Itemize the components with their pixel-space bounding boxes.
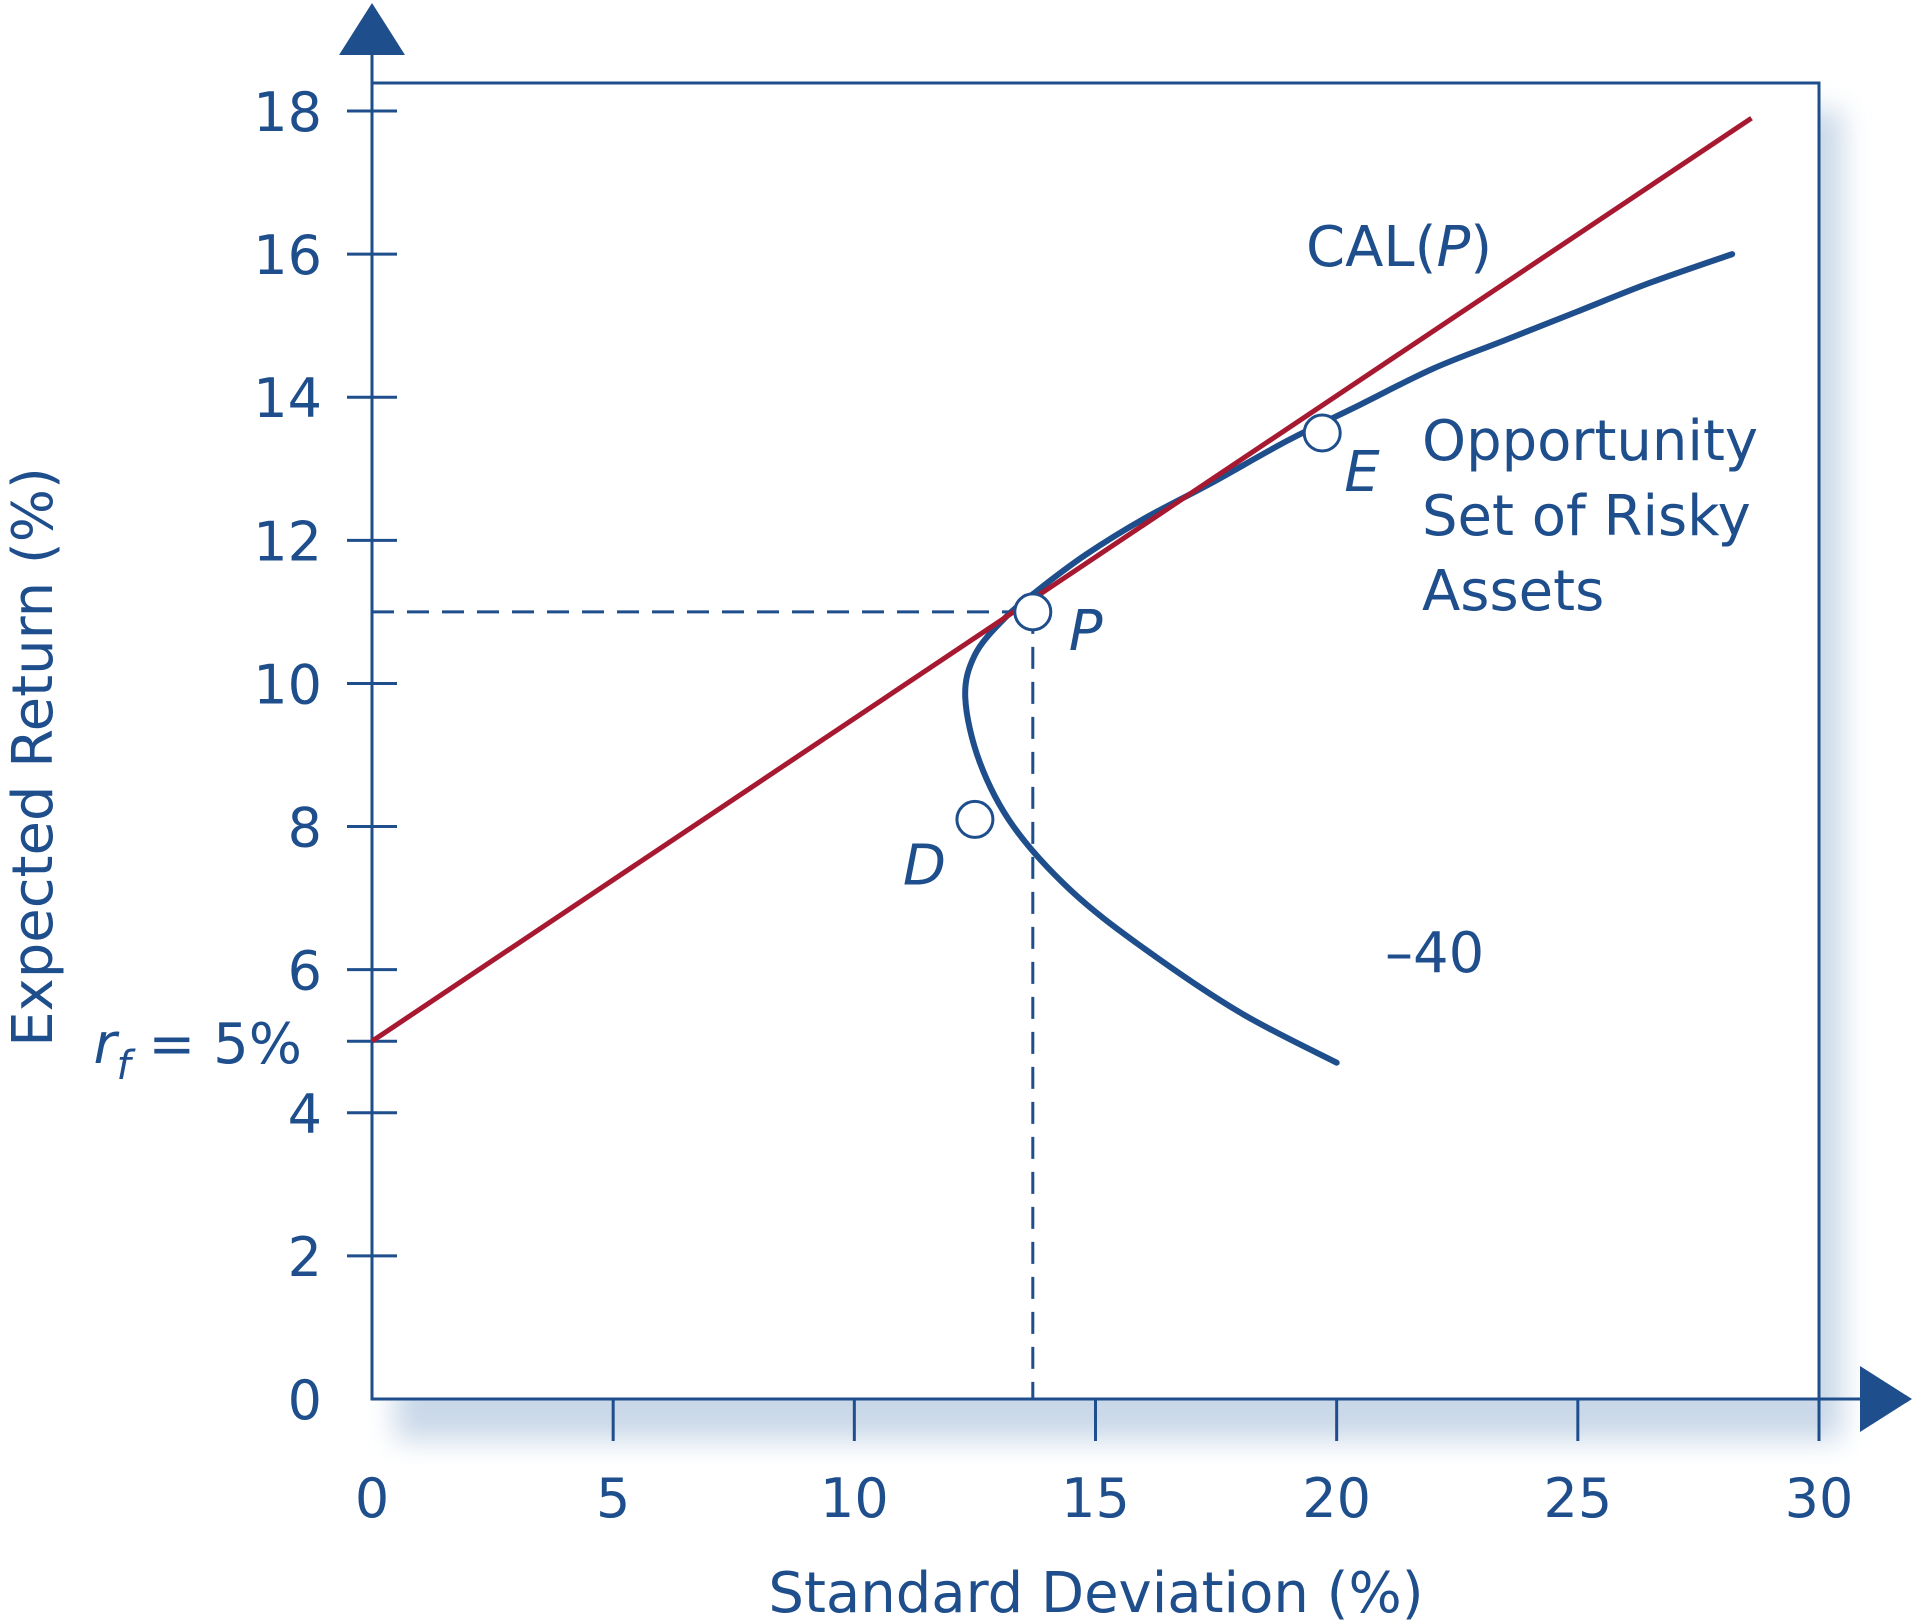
cal-line <box>370 116 1753 1044</box>
x-ticks: 0 5 10 15 20 25 30 <box>355 1399 1854 1530</box>
y-tick-label: 0 <box>288 1369 322 1432</box>
point-d <box>955 799 995 839</box>
rf-label: rf = 5% <box>94 1012 303 1089</box>
y-tick-label: 10 <box>253 653 322 716</box>
plot-frame <box>370 81 1821 1401</box>
y-tick-label: 4 <box>288 1083 322 1146</box>
point-p <box>1013 592 1053 632</box>
y-tick-label: 2 <box>288 1226 322 1289</box>
x-tick-label: 0 <box>355 1467 389 1530</box>
annotation-minus-40: –40 <box>1385 921 1484 986</box>
x-axis-title: Standard Deviation (%) <box>768 1561 1423 1621</box>
y-tick-label: 16 <box>253 224 322 287</box>
portfolio-points: P E D <box>903 413 1380 898</box>
x-tick-label: 30 <box>1785 1467 1854 1530</box>
x-axis-arrow-icon <box>1860 1366 1912 1432</box>
opportunity-set-label: Opportunity Set of Risky Assets <box>1422 409 1776 624</box>
point-label-d: D <box>903 833 946 898</box>
y-tick-label: 8 <box>288 797 322 860</box>
y-tick-label: 6 <box>288 940 322 1003</box>
y-ticks: 0 2 4 6 8 10 12 14 16 18 <box>253 81 397 1432</box>
x-tick-label: 25 <box>1543 1467 1612 1530</box>
x-tick-label: 20 <box>1302 1467 1371 1530</box>
x-tick-label: 15 <box>1061 1467 1130 1530</box>
y-tick-label: 14 <box>253 367 322 430</box>
x-tick-label: 5 <box>596 1467 630 1530</box>
point-e <box>1302 413 1342 453</box>
opportunity-set-curve <box>962 251 1736 1066</box>
y-tick-label: 18 <box>253 81 322 144</box>
point-label-p: P <box>1069 599 1103 664</box>
y-tick-label: 12 <box>253 510 322 573</box>
x-tick-label: 10 <box>820 1467 889 1530</box>
y-axis-title: Expected Return (%) <box>1 467 66 1047</box>
cal-label: CAL(P) <box>1306 215 1492 280</box>
y-axis-arrow-icon <box>339 3 405 55</box>
point-label-e: E <box>1344 440 1380 505</box>
